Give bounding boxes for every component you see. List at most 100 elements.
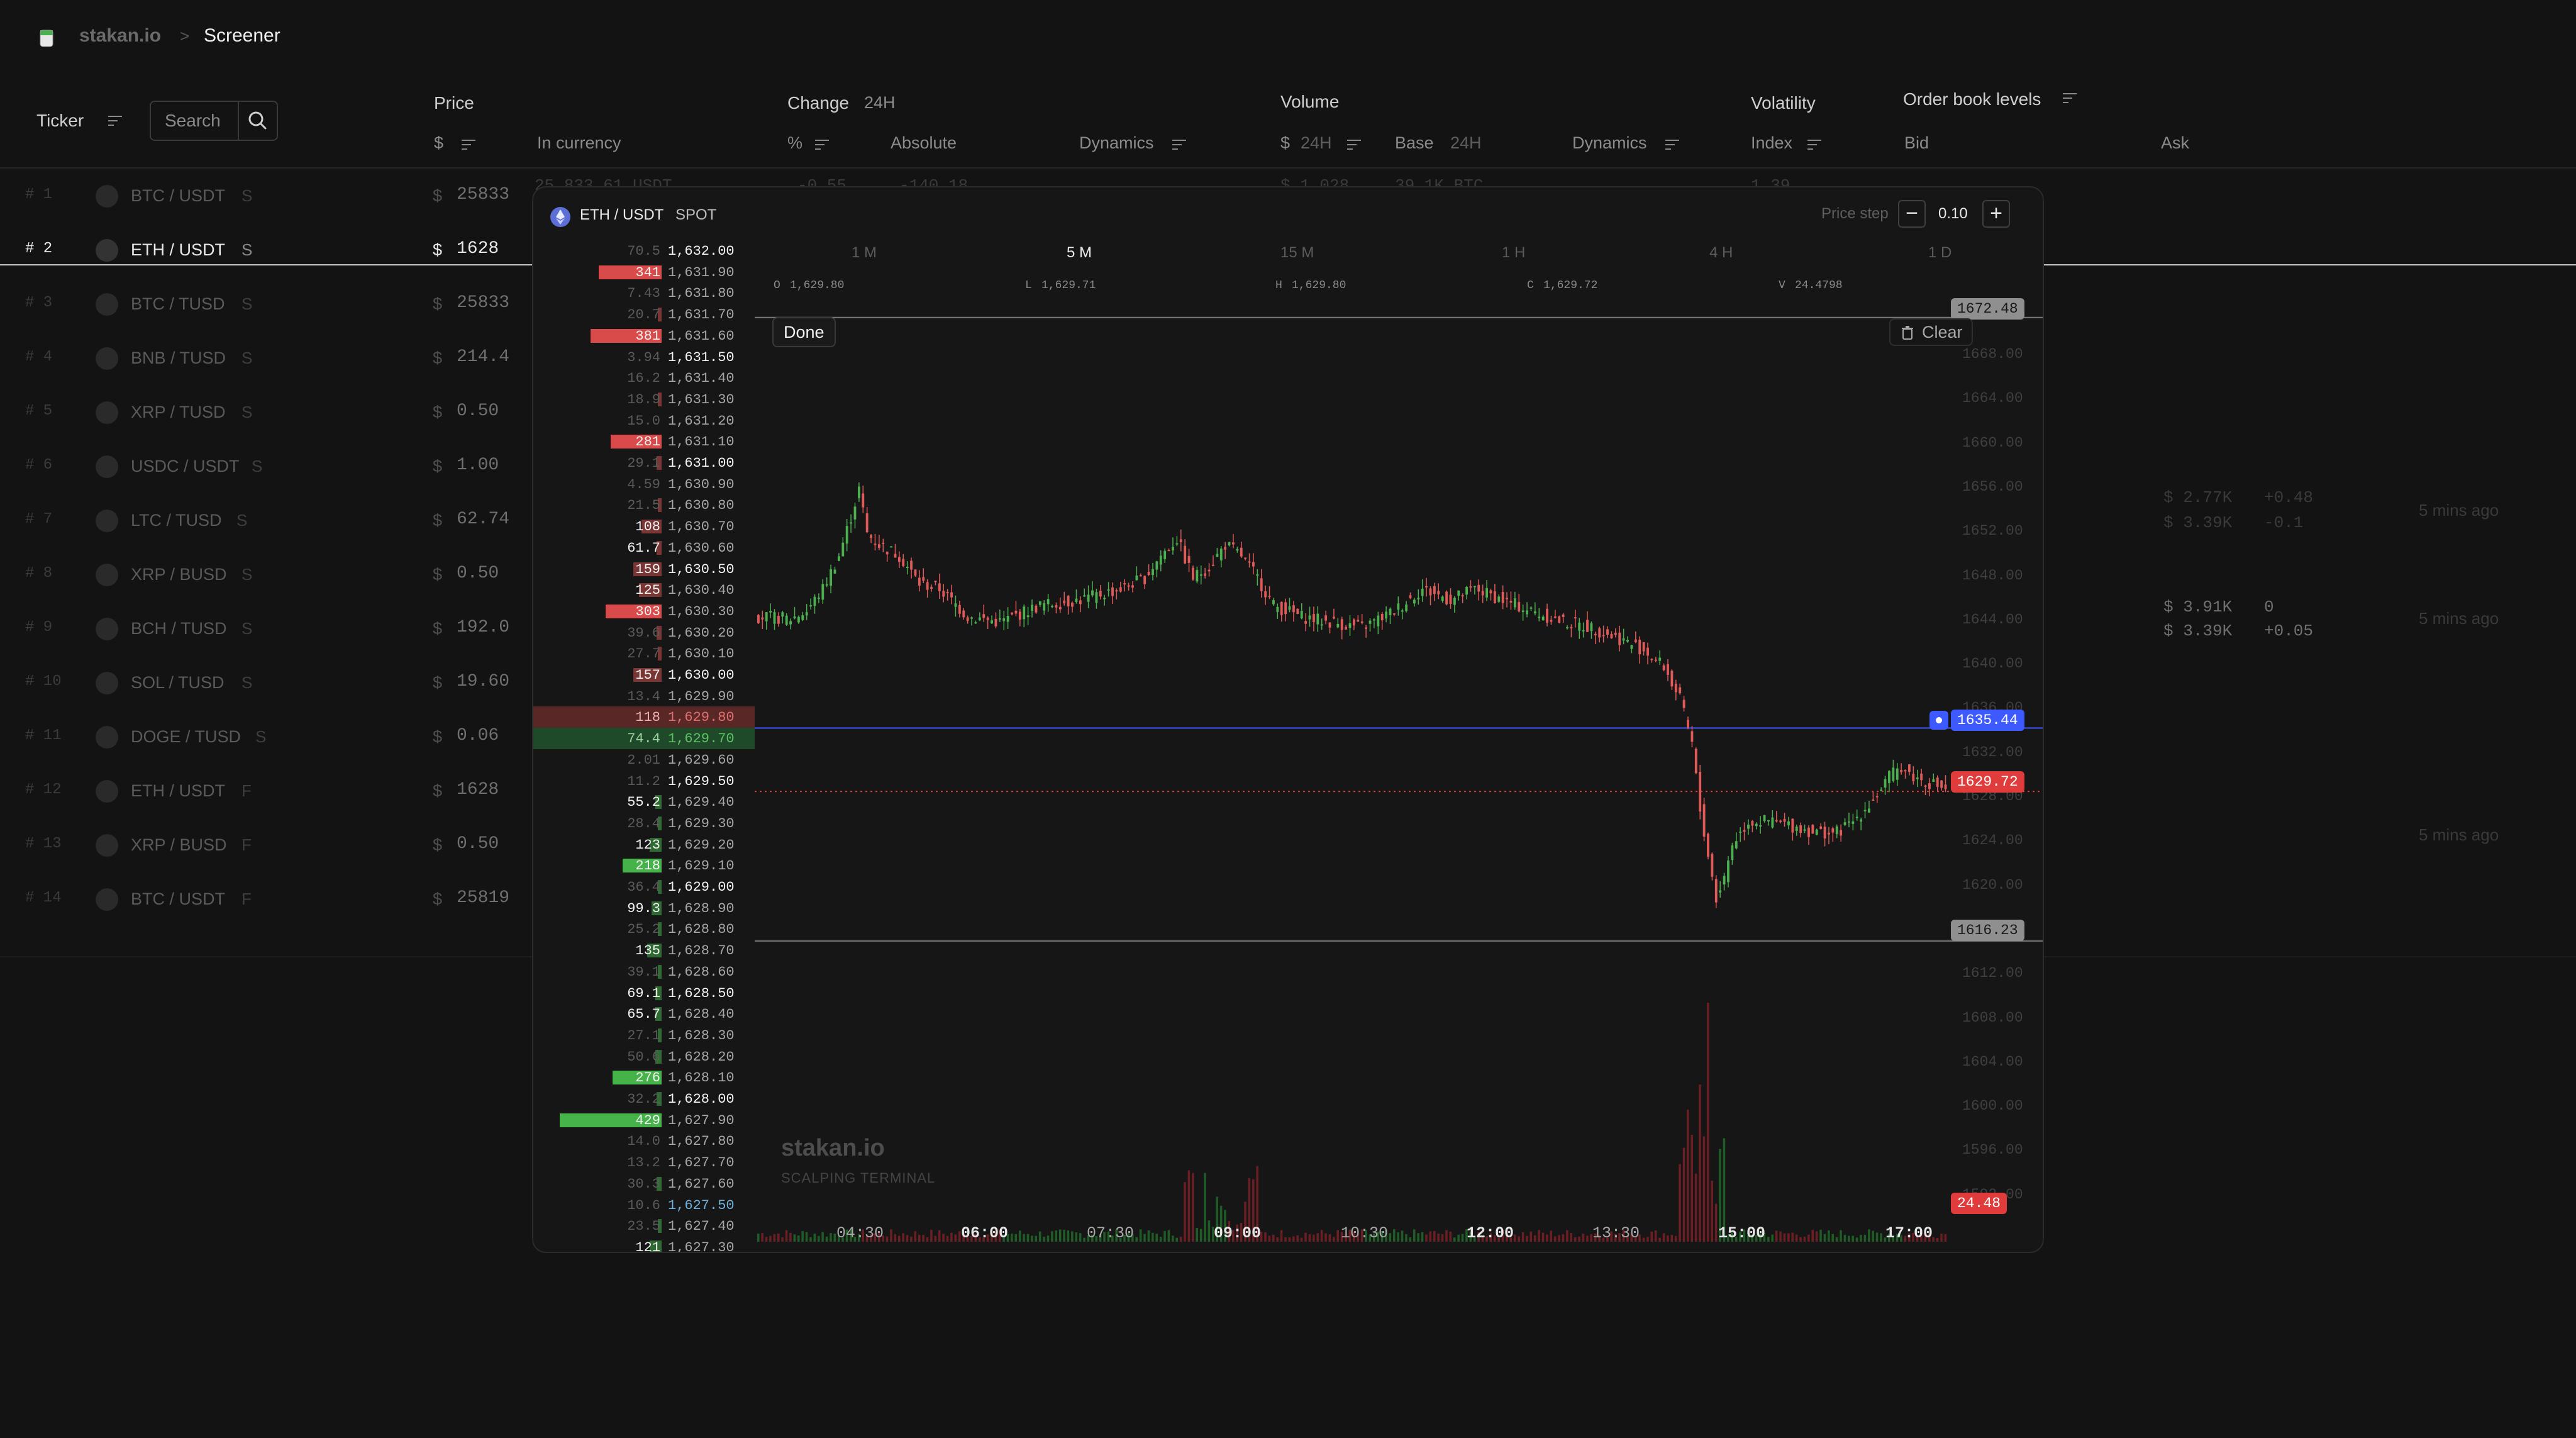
table-row[interactable]: # 8 XRP / BUSD S $0.50: [0, 549, 2576, 603]
timeframe-tab[interactable]: 1 M: [852, 244, 877, 261]
orderbook-level[interactable]: 3.94 1,631.50: [533, 347, 755, 368]
orderbook-level[interactable]: 281 1,631.10: [533, 431, 755, 452]
orderbook-level[interactable]: 23.5 1,627.40: [533, 1215, 755, 1237]
sort-icon[interactable]: [1172, 140, 1186, 150]
table-row[interactable]: # 6 USDC / USDT S $1.00: [0, 440, 2576, 494]
header-change-pct[interactable]: %: [787, 133, 803, 152]
level-alert-label[interactable]: 1635.44: [1951, 710, 2024, 731]
orderbook-level[interactable]: 2.01 1,629.60: [533, 749, 755, 771]
table-row[interactable]: # 12 ETH / USDT F $1628: [0, 765, 2576, 819]
header-volume-base[interactable]: Base: [1395, 133, 1434, 152]
orderbook-level[interactable]: 20.7 1,631.70: [533, 304, 755, 325]
orderbook-level[interactable]: 27.7 1,630.10: [533, 643, 755, 664]
price-step-increase-button[interactable]: +: [1982, 200, 2010, 228]
done-button[interactable]: Done: [772, 317, 836, 347]
clear-button[interactable]: Clear: [1889, 318, 1973, 346]
table-row[interactable]: # 10 SOL / TUSD S $19.60: [0, 657, 2576, 711]
header-volatility-index[interactable]: Index: [1751, 133, 1793, 152]
header-price-usd[interactable]: $: [434, 133, 444, 152]
timeframe-tab[interactable]: 1 D: [1928, 244, 1952, 261]
header-change-dynamics[interactable]: Dynamics: [1079, 133, 1154, 152]
orderbook-level[interactable]: 55.2 1,629.40: [533, 791, 755, 813]
search-input[interactable]: [151, 102, 240, 140]
alert-handle-icon[interactable]: [1929, 711, 1948, 730]
orderbook-level[interactable]: 10.6 1,627.50: [533, 1195, 755, 1216]
orderbook-level[interactable]: 108 1,630.70: [533, 516, 755, 537]
price-step-decrease-button[interactable]: −: [1898, 200, 1926, 228]
orderbook-level[interactable]: 429 1,627.90: [533, 1110, 755, 1131]
orderbook-level[interactable]: 11.2 1,629.50: [533, 771, 755, 792]
orderbook-level[interactable]: 16.2 1,631.40: [533, 367, 755, 389]
sort-icon[interactable]: [1665, 140, 1679, 150]
table-row[interactable]: # 13 XRP / BUSD F $0.50: [0, 819, 2576, 873]
orderbook-level[interactable]: 13.2 1,627.70: [533, 1152, 755, 1173]
breadcrumb-site[interactable]: stakan.io: [79, 25, 162, 46]
table-row[interactable]: # 11 DOGE / TUSD S $0.06: [0, 711, 2576, 765]
orderbook-level[interactable]: 25.2 1,628.80: [533, 918, 755, 940]
orderbook-level[interactable]: 69.1 1,628.50: [533, 983, 755, 1004]
header-change-period[interactable]: 24H: [864, 93, 896, 112]
search-button[interactable]: [238, 102, 277, 140]
orderbook-level[interactable]: 218 1,629.10: [533, 855, 755, 876]
header-volume-usd[interactable]: $: [1280, 133, 1291, 152]
orderbook-level[interactable]: 28.4 1,629.30: [533, 813, 755, 834]
sort-icon[interactable]: [108, 116, 122, 126]
orderbook-level[interactable]: 303 1,630.30: [533, 601, 755, 622]
orderbook-level[interactable]: 50.6 1,628.20: [533, 1046, 755, 1067]
orderbook-level[interactable]: 157 1,630.00: [533, 664, 755, 686]
sort-icon[interactable]: [2063, 93, 2077, 103]
table-row[interactable]: # 1 BTC / USDT S $25833: [0, 170, 2576, 224]
orderbook-level[interactable]: 27.1 1,628.30: [533, 1025, 755, 1046]
orderbook-level[interactable]: 21.5 1,630.80: [533, 494, 755, 516]
orderbook-level[interactable]: 276 1,628.10: [533, 1067, 755, 1088]
orderbook-level[interactable]: 36.4 1,629.00: [533, 876, 755, 898]
table-row[interactable]: # 4 BNB / TUSD S $214.4: [0, 332, 2576, 386]
orderbook-level[interactable]: 32.2 1,628.00: [533, 1088, 755, 1110]
level-bottom-label[interactable]: 1616.23: [1951, 920, 2024, 941]
table-row[interactable]: # 14 BTC / USDT F $25819: [0, 873, 2576, 927]
orderbook-level[interactable]: 30.3 1,627.60: [533, 1173, 755, 1195]
orderbook-level[interactable]: 7.43 1,631.80: [533, 282, 755, 304]
breadcrumb-page[interactable]: Screener: [204, 25, 280, 46]
table-row[interactable]: # 5 XRP / TUSD S $0.50: [0, 386, 2576, 440]
sort-icon[interactable]: [1807, 140, 1821, 150]
orderbook-level[interactable]: 70.5 1,632.00: [533, 240, 755, 262]
timeframe-tab[interactable]: 15 M: [1280, 244, 1314, 261]
header-ticker[interactable]: Ticker: [36, 111, 84, 130]
header-change-absolute[interactable]: Absolute: [891, 133, 957, 152]
orderbook-level[interactable]: 14.0 1,627.80: [533, 1130, 755, 1152]
orderbook-level[interactable]: 61.7 1,630.60: [533, 537, 755, 559]
header-bid[interactable]: Bid: [1904, 133, 1929, 152]
stakan-logo-icon[interactable]: [38, 26, 55, 49]
orderbook-level[interactable]: 121 1,627.30: [533, 1237, 755, 1252]
orderbook-level[interactable]: 18.9 1,631.30: [533, 389, 755, 410]
sort-icon[interactable]: [1347, 140, 1361, 150]
orderbook-level[interactable]: 29.1 1,631.00: [533, 452, 755, 474]
orderbook-level[interactable]: 13.4 1,629.90: [533, 686, 755, 707]
orderbook-level[interactable]: 381 1,631.60: [533, 325, 755, 347]
orderbook-level[interactable]: 125 1,630.40: [533, 579, 755, 601]
orderbook-level[interactable]: 123 1,629.20: [533, 834, 755, 856]
timeframe-tab[interactable]: 4 H: [1709, 244, 1733, 261]
header-volume-dynamics[interactable]: Dynamics: [1572, 133, 1647, 152]
table-row[interactable]: # 3 BTC / TUSD S $25833: [0, 278, 2576, 332]
table-row[interactable]: # 2 ETH / USDT S $1628: [0, 224, 2576, 278]
table-row[interactable]: # 7 LTC / TUSD S $62.74: [0, 494, 2576, 549]
level-top-label[interactable]: 1672.48: [1951, 298, 2024, 320]
sort-icon[interactable]: [815, 140, 829, 150]
header-ask[interactable]: Ask: [2161, 133, 2190, 152]
header-price-in-currency[interactable]: In currency: [537, 133, 621, 152]
orderbook-level[interactable]: 135 1,628.70: [533, 940, 755, 961]
timeframe-tab[interactable]: 1 H: [1502, 244, 1526, 261]
orderbook-level[interactable]: 65.7 1,628.40: [533, 1003, 755, 1025]
orderbook-level[interactable]: 39.6 1,630.20: [533, 622, 755, 644]
orderbook-level[interactable]: 4.59 1,630.90: [533, 474, 755, 495]
orderbook-level[interactable]: 159 1,630.50: [533, 559, 755, 580]
orderbook-level[interactable]: 39.1 1,628.60: [533, 961, 755, 983]
orderbook-level[interactable]: 99.3 1,628.90: [533, 898, 755, 919]
table-row[interactable]: # 9 BCH / TUSD S $192.0: [0, 603, 2576, 657]
orderbook-level[interactable]: 118 1,629.80: [533, 706, 755, 728]
orderbook-level[interactable]: 341 1,631.90: [533, 262, 755, 283]
sort-icon[interactable]: [462, 140, 475, 150]
candlestick-chart[interactable]: [755, 301, 2044, 1253]
